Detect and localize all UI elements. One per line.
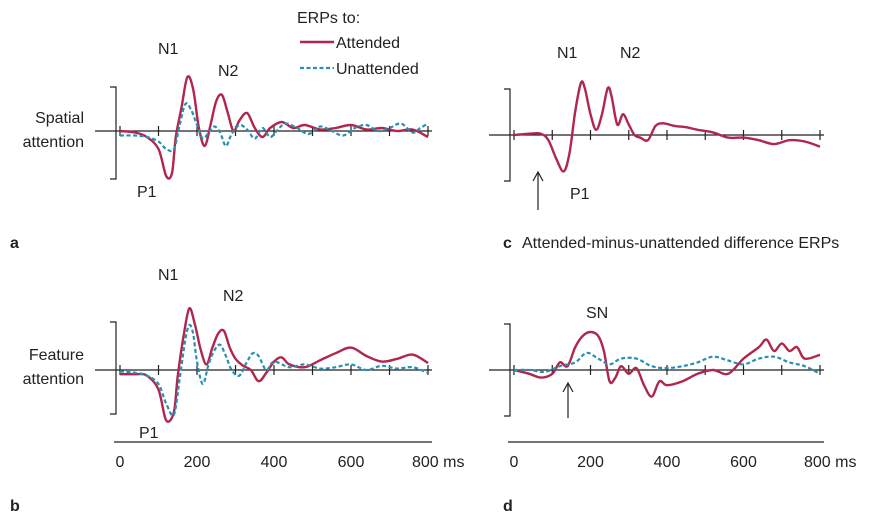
panel-b-series-attended xyxy=(119,307,429,423)
panel-c-title: Attended-minus-unattended difference ERP… xyxy=(522,235,839,252)
panel-b-label: b xyxy=(10,498,20,515)
panel-b-time-tick-label: 600 xyxy=(338,454,365,471)
panel-b-peak-n2: N2 xyxy=(223,288,244,305)
panel-b-time-tick-label: 800 ms xyxy=(412,454,464,471)
panel-b-time-tick-label: 400 xyxy=(261,454,288,471)
panel-c-stimulus-arrow xyxy=(532,170,544,210)
panel-a: Spatial attention a N1 N2 P1 xyxy=(10,41,432,252)
panel-d-series-attended xyxy=(513,330,821,398)
panel-d-time-tick-label: 200 xyxy=(577,454,604,471)
panel-c-scale-bar xyxy=(504,88,511,182)
panel-d: d SN 0 200 400 600 800 ms xyxy=(489,305,856,515)
panel-d-time-tick-label: 400 xyxy=(654,454,681,471)
panel-b-peak-n1: N1 xyxy=(158,267,179,284)
panel-a-ylabel-line1: Spatial xyxy=(35,110,84,127)
legend: ERPs to: Attended Unattended xyxy=(297,10,419,78)
panel-d-time-tick-label: 600 xyxy=(730,454,757,471)
panel-b-scale-bar xyxy=(110,321,117,415)
legend-title: ERPs to: xyxy=(297,10,360,27)
panel-b: Feature attention b N1 N2 P1 0 200 400 600 8… xyxy=(10,267,464,515)
panel-c-peak-n1: N1 xyxy=(557,45,578,62)
panel-d-time-tick-label: 800 ms xyxy=(804,454,856,471)
panel-c: c Attended-minus-unattended difference E… xyxy=(489,45,839,252)
legend-attended-label: Attended xyxy=(336,35,400,52)
panel-a-ylabel-line2: attention xyxy=(23,134,84,151)
legend-unattended-label: Unattended xyxy=(336,61,419,78)
panel-a-peak-n1: N1 xyxy=(158,41,179,58)
panel-a-label: a xyxy=(10,235,19,252)
panel-d-series-unattended xyxy=(513,351,821,375)
panel-c-peak-p1: P1 xyxy=(570,186,590,203)
panel-a-peak-p1: P1 xyxy=(137,184,157,201)
panel-a-scale-bar xyxy=(110,86,117,180)
panel-d-scale-bar xyxy=(504,323,511,417)
panel-d-stimulus-arrow xyxy=(562,381,574,418)
panel-b-time-tick-label: 200 xyxy=(184,454,211,471)
panel-c-peak-n2: N2 xyxy=(620,45,641,62)
panel-d-time-tick-label: 0 xyxy=(510,454,519,471)
panel-b-ylabel-line2: attention xyxy=(23,371,84,388)
panel-a-series-unattended xyxy=(119,102,429,153)
panel-c-series-attended xyxy=(513,80,821,173)
panel-b-ylabel-line1: Feature xyxy=(29,347,84,364)
panel-d-label: d xyxy=(503,498,513,515)
panel-a-peak-n2: N2 xyxy=(218,63,239,80)
panel-b-time-tick-label: 0 xyxy=(116,454,125,471)
panel-b-series-unattended xyxy=(119,323,429,417)
panel-c-label: c xyxy=(503,235,512,252)
panel-b-peak-p1: P1 xyxy=(139,425,159,442)
panel-d-peak-sn: SN xyxy=(586,305,608,322)
